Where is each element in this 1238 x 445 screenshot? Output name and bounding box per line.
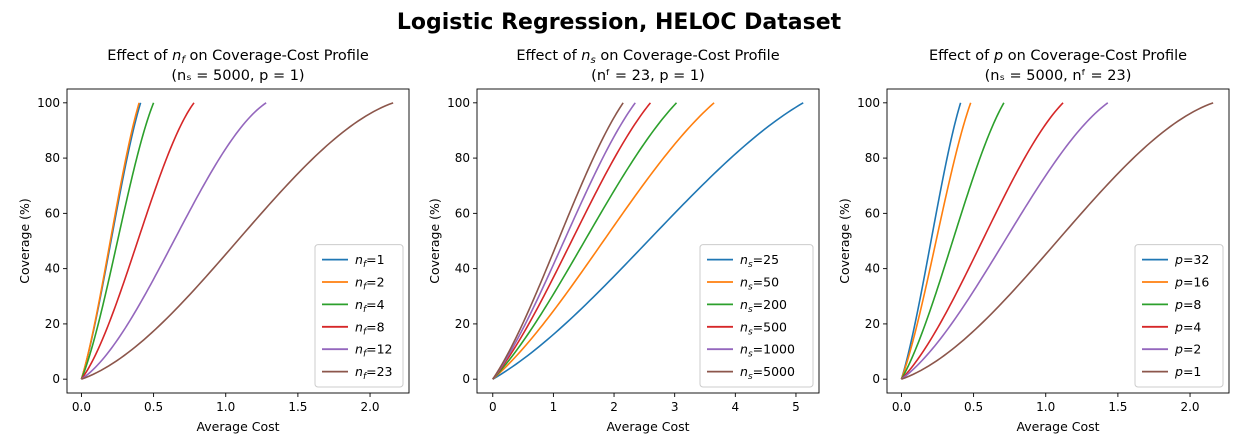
y-tick-label: 100	[857, 96, 880, 110]
x-tick-label: 1.0	[1036, 400, 1055, 414]
y-tick-label: 0	[52, 372, 60, 386]
subplot-title: Effect of p on Coverage-Cost Profile	[929, 48, 1187, 64]
axes-frame	[66, 88, 410, 394]
x-tick-label: 1.5	[288, 400, 307, 414]
legend-entry: p=1	[1174, 364, 1201, 379]
subplot-subtitle: (nₛ = 5000, nᶠ = 23)	[985, 68, 1132, 84]
axes-frame	[886, 88, 1230, 394]
legend-entry: nf=4	[355, 297, 385, 315]
y-tick-label: 40	[865, 262, 880, 276]
x-tick-label: 0.5	[144, 400, 163, 414]
y-tick-label: 60	[45, 206, 60, 220]
series-line-nf-23	[81, 102, 394, 380]
legend-entry: p=2	[1174, 342, 1201, 357]
figure-title: Logistic Regression, HELOC Dataset	[397, 10, 842, 35]
legend-entry: ns=500	[740, 319, 787, 337]
series-lines	[80, 102, 394, 380]
x-axis-label: Average Cost	[606, 419, 689, 434]
legend-entry: nf=2	[355, 275, 385, 293]
legend-entry: p=8	[1174, 297, 1201, 312]
series-lines	[900, 102, 1214, 380]
axes-frame	[476, 88, 820, 394]
x-tick-label: 3	[671, 400, 679, 414]
subplot-1: Effect of nf on Coverage-Cost Profile (nₛ…	[17, 48, 410, 434]
x-tick-label: 2.0	[360, 400, 379, 414]
y-tick-label: 60	[455, 206, 470, 220]
x-axis-label: Average Cost	[196, 419, 279, 434]
y-tick-label: 80	[45, 151, 60, 165]
x-tick-label: 0	[489, 400, 497, 414]
y-tick-label: 80	[455, 151, 470, 165]
legend-entry: nf=1	[355, 252, 385, 270]
legend-entry: ns=1000	[740, 342, 795, 360]
x-tick-label: 0.0	[892, 400, 911, 414]
series-line-nf-4	[80, 102, 155, 380]
series-line-ns-25	[492, 102, 804, 380]
legend-entry: nf=8	[355, 319, 385, 337]
y-axis-label: Coverage (%)	[427, 198, 442, 284]
y-axis-label: Coverage (%)	[837, 198, 852, 284]
series-line-p-4	[900, 102, 1064, 380]
legend: nf=1 nf=2 nf=4 nf=8 nf=12 nf=23	[314, 244, 404, 388]
series-line-ns-5000	[492, 102, 624, 380]
series-line-ns-500	[492, 102, 652, 380]
y-tick-label: 20	[45, 317, 60, 331]
series-line-p-32	[900, 102, 962, 380]
subplot-title: Effect of ns on Coverage-Cost Profile	[516, 48, 779, 66]
series-line-ns-50	[492, 102, 715, 380]
series-line-ns-1000	[492, 102, 636, 380]
y-tick-label: 20	[455, 317, 470, 331]
x-tick-label: 1.5	[1108, 400, 1127, 414]
legend-entry: nf=12	[355, 342, 393, 360]
x-tick-label: 0.5	[964, 400, 983, 414]
legend-entry: ns=50	[740, 275, 779, 293]
y-tick-label: 0	[872, 372, 880, 386]
y-tick-label: 60	[865, 206, 880, 220]
series-line-p-16	[900, 102, 972, 380]
y-tick-label: 40	[455, 262, 470, 276]
subplot-subtitle: (nᶠ = 23, p = 1)	[591, 68, 705, 84]
legend-entry: nf=23	[355, 364, 393, 382]
legend-entry: ns=25	[740, 252, 779, 270]
series-line-p-2	[900, 102, 1109, 380]
x-tick-label: 2.0	[1180, 400, 1199, 414]
y-tick-label: 20	[865, 317, 880, 331]
legend-entry: p=32	[1174, 252, 1209, 267]
y-tick-label: 0	[462, 372, 470, 386]
subplot-subtitle: (nₛ = 5000, p = 1)	[171, 68, 304, 84]
subplots: Effect of nf on Coverage-Cost Profile (nₛ…	[17, 48, 1230, 434]
x-tick-label: 0.0	[72, 400, 91, 414]
y-tick-label: 40	[45, 262, 60, 276]
legend: p=32 p=16 p=8 p=4 p=2 p=1	[1134, 244, 1224, 388]
y-axis-label: Coverage (%)	[17, 198, 32, 284]
x-tick-label: 5	[792, 400, 800, 414]
series-line-nf-8	[80, 102, 195, 380]
legend-entry: ns=5000	[740, 364, 795, 382]
x-tick-label: 1.0	[216, 400, 235, 414]
x-tick-label: 1	[550, 400, 558, 414]
x-tick-label: 4	[731, 400, 739, 414]
series-line-nf-12	[80, 102, 267, 380]
legend-entry: p=16	[1174, 275, 1209, 290]
y-tick-label: 100	[37, 96, 60, 110]
series-line-p-8	[900, 102, 1005, 380]
y-tick-label: 80	[865, 151, 880, 165]
y-tick-label: 100	[447, 96, 470, 110]
x-tick-label: 2	[610, 400, 618, 414]
x-axis-label: Average Cost	[1016, 419, 1099, 434]
subplot-2: Effect of ns on Coverage-Cost Profile (nᶠ…	[427, 48, 820, 434]
series-line-p-1	[901, 102, 1214, 380]
legend-entry: p=4	[1174, 319, 1201, 334]
legend: ns=25 ns=50 ns=200 ns=500 ns=1000 ns=5000	[699, 244, 814, 388]
series-lines	[492, 102, 804, 380]
series-line-ns-200	[492, 102, 678, 380]
subplot-title: Effect of nf on Coverage-Cost Profile	[107, 48, 369, 66]
legend-entry: ns=200	[740, 297, 787, 315]
subplot-3: Effect of p on Coverage-Cost Profile (nₛ …	[837, 48, 1230, 434]
series-line-nf-2	[80, 102, 140, 380]
